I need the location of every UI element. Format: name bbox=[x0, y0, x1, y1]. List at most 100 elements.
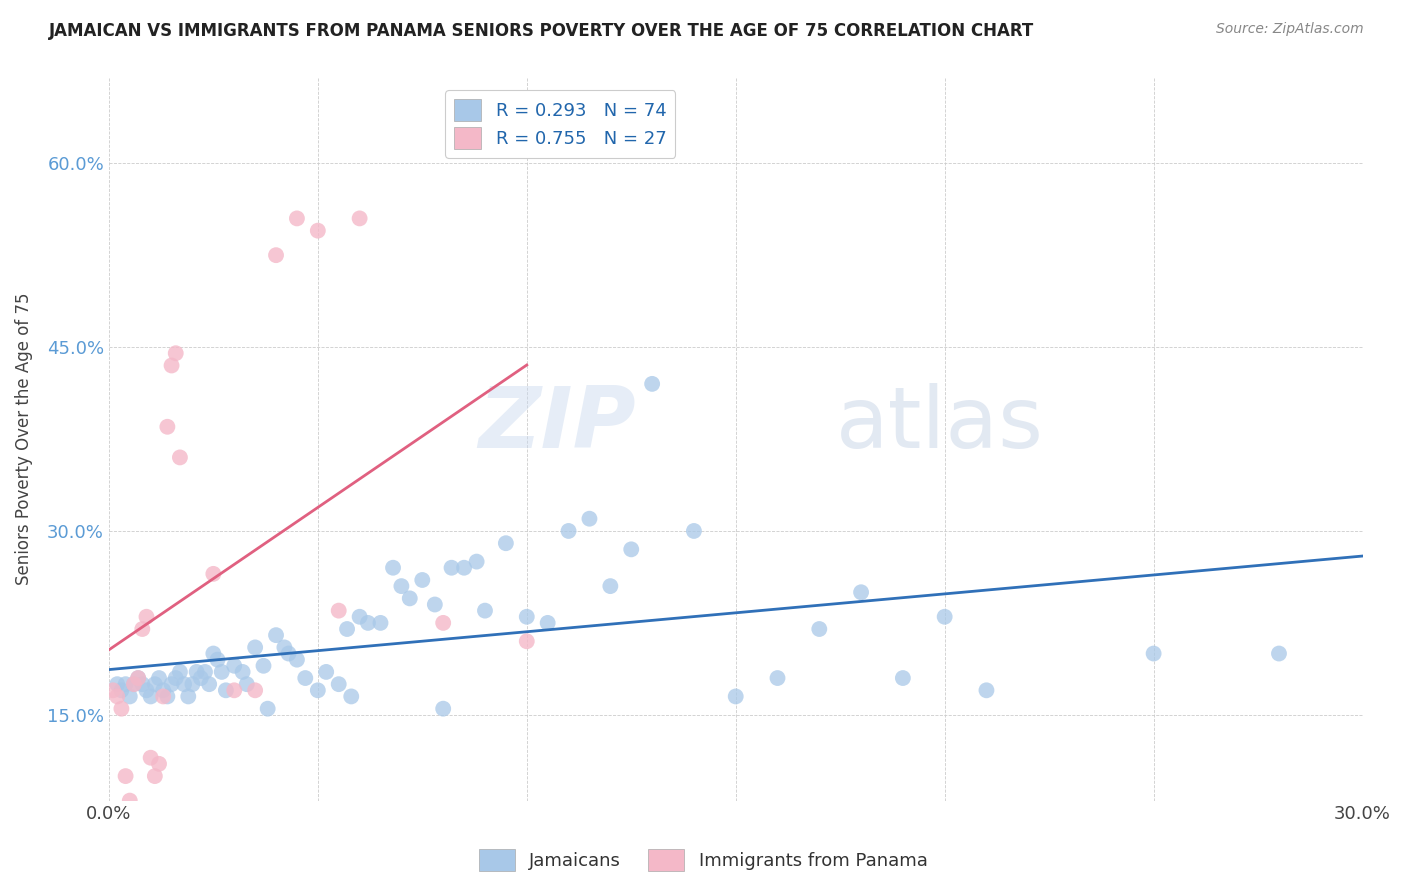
Point bbox=[114, 769, 136, 783]
Point bbox=[370, 615, 392, 630]
Point bbox=[135, 683, 157, 698]
Point bbox=[224, 658, 246, 673]
Point bbox=[537, 615, 560, 630]
Point bbox=[152, 690, 174, 704]
Point bbox=[389, 579, 412, 593]
Point bbox=[411, 573, 433, 587]
Point bbox=[307, 224, 329, 238]
Point bbox=[382, 560, 405, 574]
Point bbox=[190, 671, 212, 685]
Point bbox=[122, 677, 145, 691]
Y-axis label: Seniors Poverty Over the Age of 75: Seniors Poverty Over the Age of 75 bbox=[15, 293, 32, 585]
Point bbox=[557, 524, 579, 538]
Point bbox=[976, 683, 998, 698]
Point bbox=[139, 750, 162, 764]
Text: ZIP: ZIP bbox=[478, 383, 636, 466]
Point bbox=[336, 622, 359, 636]
Point bbox=[224, 683, 246, 698]
Point bbox=[294, 671, 316, 685]
Point bbox=[110, 701, 132, 715]
Point bbox=[252, 658, 274, 673]
Point bbox=[105, 677, 128, 691]
Point bbox=[177, 690, 200, 704]
Point bbox=[152, 683, 174, 698]
Point bbox=[160, 677, 183, 691]
Point bbox=[328, 604, 350, 618]
Point bbox=[453, 560, 475, 574]
Point bbox=[127, 671, 149, 685]
Point bbox=[357, 615, 380, 630]
Point bbox=[202, 647, 225, 661]
Point bbox=[143, 769, 166, 783]
Point bbox=[620, 542, 643, 557]
Point bbox=[181, 677, 204, 691]
Legend: R = 0.293   N = 74, R = 0.755   N = 27: R = 0.293 N = 74, R = 0.755 N = 27 bbox=[446, 90, 675, 158]
Point bbox=[432, 701, 454, 715]
Point bbox=[766, 671, 789, 685]
Point bbox=[165, 671, 187, 685]
Point bbox=[127, 671, 149, 685]
Point bbox=[215, 683, 238, 698]
Point bbox=[465, 555, 488, 569]
Point bbox=[173, 677, 195, 691]
Point bbox=[432, 615, 454, 630]
Point bbox=[808, 622, 831, 636]
Point bbox=[160, 359, 183, 373]
Point bbox=[194, 665, 217, 679]
Text: atlas: atlas bbox=[837, 383, 1045, 466]
Point bbox=[207, 653, 229, 667]
Point bbox=[202, 566, 225, 581]
Point bbox=[264, 248, 287, 262]
Point bbox=[139, 690, 162, 704]
Point bbox=[198, 677, 221, 691]
Point bbox=[243, 683, 266, 698]
Point bbox=[516, 634, 538, 648]
Point bbox=[169, 450, 191, 465]
Point bbox=[169, 665, 191, 679]
Point bbox=[101, 683, 124, 698]
Point bbox=[599, 579, 621, 593]
Point bbox=[307, 683, 329, 698]
Point bbox=[243, 640, 266, 655]
Point bbox=[211, 665, 233, 679]
Point bbox=[143, 677, 166, 691]
Point bbox=[934, 609, 956, 624]
Point bbox=[516, 609, 538, 624]
Point bbox=[315, 665, 337, 679]
Point bbox=[105, 690, 128, 704]
Point bbox=[724, 690, 747, 704]
Point bbox=[165, 346, 187, 360]
Point bbox=[349, 609, 371, 624]
Point bbox=[110, 683, 132, 698]
Point bbox=[641, 376, 664, 391]
Point bbox=[277, 647, 299, 661]
Point bbox=[1142, 647, 1164, 661]
Point bbox=[328, 677, 350, 691]
Point bbox=[135, 609, 157, 624]
Point bbox=[349, 211, 371, 226]
Point bbox=[131, 622, 153, 636]
Point bbox=[118, 794, 141, 808]
Point bbox=[398, 591, 420, 606]
Point bbox=[236, 677, 259, 691]
Point bbox=[148, 671, 170, 685]
Point bbox=[285, 211, 308, 226]
Point bbox=[285, 653, 308, 667]
Point bbox=[114, 677, 136, 691]
Text: JAMAICAN VS IMMIGRANTS FROM PANAMA SENIORS POVERTY OVER THE AGE OF 75 CORRELATIO: JAMAICAN VS IMMIGRANTS FROM PANAMA SENIO… bbox=[49, 22, 1035, 40]
Point bbox=[440, 560, 463, 574]
Point bbox=[186, 665, 208, 679]
Point bbox=[156, 690, 179, 704]
Point bbox=[578, 512, 600, 526]
Point bbox=[849, 585, 872, 599]
Point bbox=[156, 419, 179, 434]
Point bbox=[474, 604, 496, 618]
Point bbox=[131, 677, 153, 691]
Legend: Jamaicans, Immigrants from Panama: Jamaicans, Immigrants from Panama bbox=[471, 842, 935, 879]
Text: Source: ZipAtlas.com: Source: ZipAtlas.com bbox=[1216, 22, 1364, 37]
Point bbox=[118, 690, 141, 704]
Point bbox=[256, 701, 278, 715]
Point bbox=[891, 671, 914, 685]
Point bbox=[264, 628, 287, 642]
Point bbox=[1268, 647, 1291, 661]
